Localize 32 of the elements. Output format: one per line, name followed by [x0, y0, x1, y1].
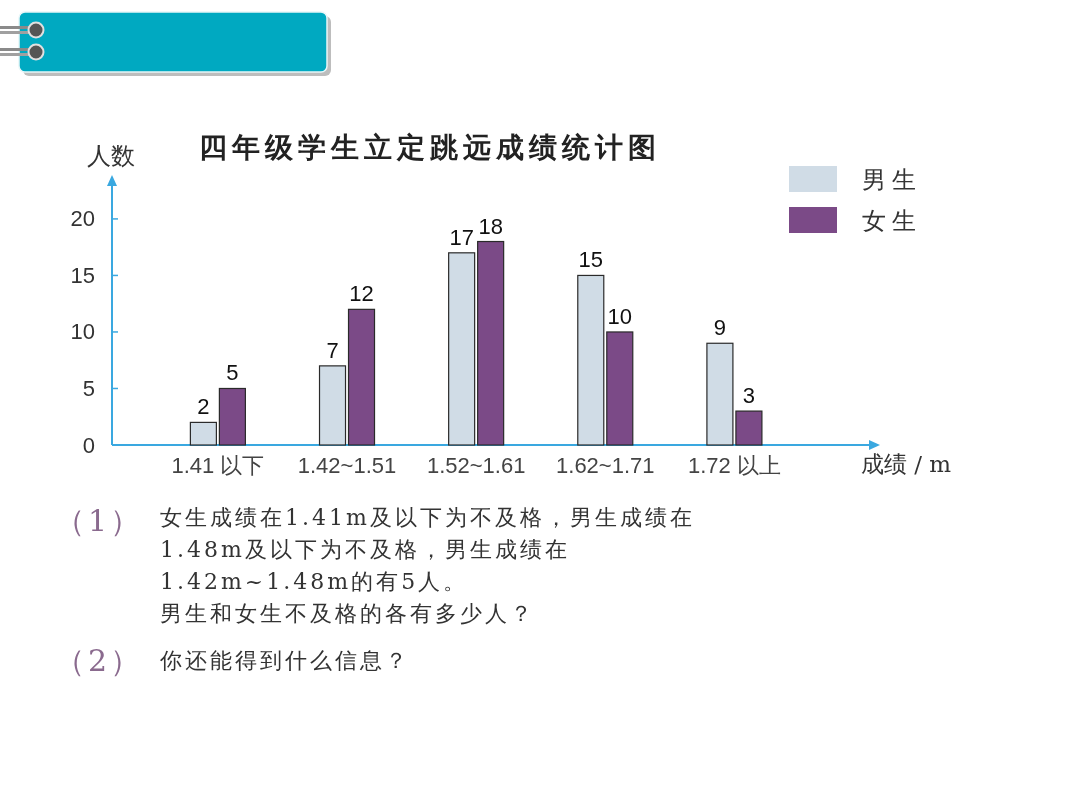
data-label: 18 — [478, 213, 503, 239]
data-label: 7 — [326, 337, 339, 363]
annotation: 你还能得到什么信息？ — [160, 647, 410, 673]
annotation: （2） — [55, 642, 144, 678]
ytick-label: 20 — [70, 206, 95, 232]
xtick-label: 1.42~1.51 — [297, 452, 397, 478]
annotation: 女生成绩在1.41m及以下为不及格，男生成绩在 — [160, 504, 695, 530]
title: 四年级学生立定跳远成绩统计图 — [199, 131, 661, 164]
data-label: 2 — [197, 394, 210, 420]
xtick-label: 1.52~1.61 — [426, 452, 526, 478]
data-label: 10 — [607, 303, 632, 329]
data-label: 15 — [578, 247, 603, 273]
ylabel: 人数 — [87, 142, 135, 170]
xtick-label: 1.72 以上 — [687, 452, 781, 478]
annotation: 1.48m及以下为不及格，男生成绩在 — [160, 536, 570, 562]
annotation: 男生和女生不及格的各有多少人？ — [160, 600, 535, 626]
legend-label: 男生 — [862, 166, 922, 194]
xtick-label: 1.41 以下 — [171, 452, 265, 478]
data-label: 9 — [713, 315, 727, 341]
xtick-label: 1.62~1.71 — [556, 452, 655, 478]
data-label: 17 — [449, 224, 474, 250]
ytick-label: 0 — [82, 432, 95, 458]
data-label: 3 — [742, 383, 756, 409]
ytick-label: 5 — [82, 376, 95, 401]
annotation: （1） — [55, 502, 144, 538]
ytick-label: 15 — [70, 262, 95, 288]
annotation: 1.42m~1.48m的有5人。 — [160, 568, 469, 594]
ytick-label: 10 — [70, 319, 95, 345]
data-label: 12 — [349, 281, 374, 307]
legend-label: 女生 — [862, 207, 922, 235]
xlabel: 成绩 / m — [860, 451, 952, 477]
data-label: 5 — [226, 360, 239, 386]
